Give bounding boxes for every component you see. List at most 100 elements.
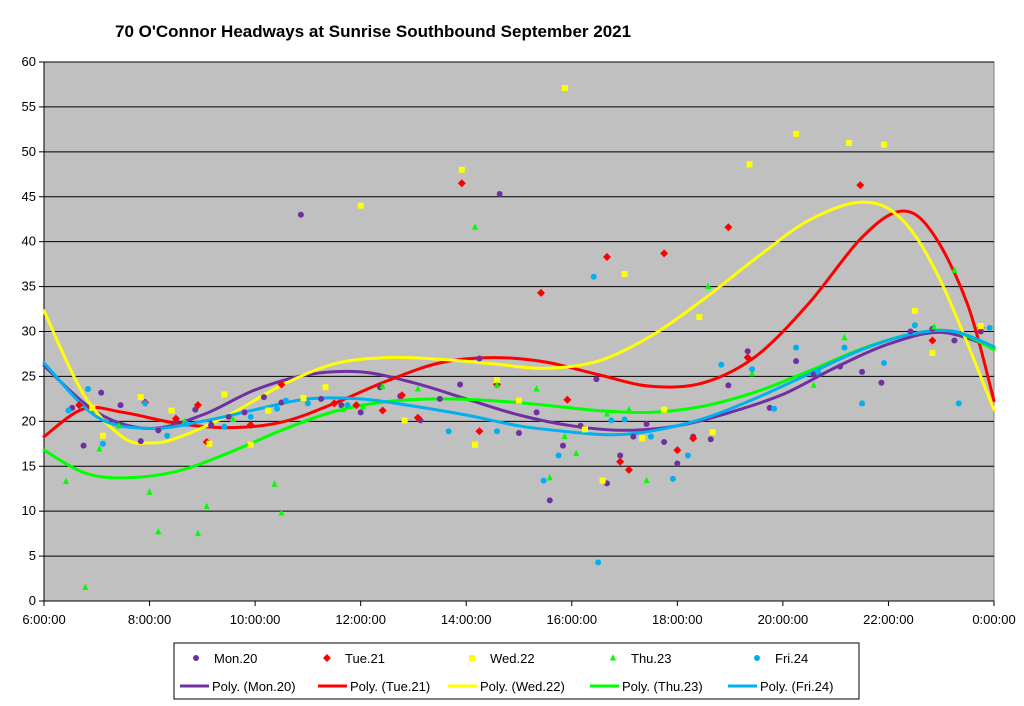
data-point-wed-22 [709,429,716,436]
data-point-tue-21 [536,288,545,297]
data-point-thu-23 [603,410,610,417]
y-tick-label: 45 [22,189,36,204]
legend-marker [754,655,760,661]
data-point-fri-24 [99,440,106,447]
data-point-wed-22 [472,441,479,448]
data-point-wed-22 [322,384,329,391]
data-point-wed-22 [300,394,307,401]
data-point-mon-20 [878,379,885,386]
y-tick-label: 60 [22,54,36,69]
data-point-fri-24 [65,407,72,414]
data-point-mon-20 [951,337,958,344]
data-point-fri-24 [84,385,91,392]
data-point-fri-24 [841,344,848,351]
data-point-thu-23 [230,415,237,423]
data-point-fri-24 [494,428,501,435]
axes: 0 5 10 15 20 25 30 35 40 45 50 55 60 6:00:00 8:00:00 10… [22,54,1016,627]
data-point-wed-22 [168,407,175,414]
data-point-wed-22 [696,314,703,321]
data-point-fri-24 [221,423,228,430]
data-point-mon-20 [674,460,681,467]
data-point-mon-20 [241,409,248,416]
data-point-mon-20 [810,371,817,378]
data-point-fri-24 [647,433,654,440]
legend-label: Thu.23 [631,651,671,666]
data-point-tue-21 [563,395,572,404]
data-point-wed-22 [881,141,888,148]
data-point-thu-23 [379,382,386,389]
data-point-thu-23 [494,381,501,388]
data-point-mon-20 [630,433,637,440]
data-point-mon-20 [80,442,87,449]
data-point-fri-24 [590,273,597,280]
data-point-mon-20 [192,406,199,413]
data-point-fri-24 [595,559,602,566]
trendline-poly-fri-24 [42,328,996,437]
data-point-mon-20 [793,358,800,365]
data-point-tue-21 [75,401,84,410]
data-point-fri-24 [608,417,615,424]
data-point-thu-23 [155,527,162,535]
data-point-thu-23 [194,529,201,537]
data-point-thu-23 [931,323,938,330]
data-point-fri-24 [771,405,778,412]
legend-marker [193,655,199,661]
data-point-mon-20 [457,381,464,388]
data-point-wed-22 [561,85,568,92]
data-point-tue-21 [246,420,255,429]
data-point-thu-23 [115,421,122,429]
data-point-thu-23 [625,405,632,413]
x-tick-label: 20:00:00 [758,612,809,627]
x-tick-label: 22:00:00 [863,612,914,627]
y-tick-label: 20 [22,413,36,428]
data-point-fri-24 [718,361,725,368]
legend-label: Fri.24 [775,651,808,666]
data-point-mon-20 [155,427,162,434]
data-point-fri-24 [274,405,281,412]
data-point-tue-21 [660,249,669,258]
chart-title: 70 O'Connor Headways at Sunrise Southbou… [115,22,631,41]
data-point-thu-23 [414,384,421,392]
data-point-wed-22 [516,397,522,404]
data-point-mon-20 [707,436,714,443]
y-tick-label: 40 [22,234,36,249]
data-point-thu-23 [810,381,817,388]
data-point-wed-22 [137,394,144,401]
data-point-wed-22 [639,435,646,442]
legend-label: Mon.20 [214,651,257,666]
legend-label: Tue.21 [345,651,385,666]
data-point-mon-20 [357,409,364,416]
data-point-fri-24 [247,413,254,420]
data-point-wed-22 [977,323,984,330]
data-point-fri-24 [304,400,311,407]
data-point-tue-21 [457,179,466,188]
y-tick-label: 35 [22,279,36,294]
data-point-mon-20 [725,382,732,389]
data-point-wed-22 [793,130,800,137]
data-point-thu-23 [749,369,756,377]
x-tick-label: 0:00:00 [972,612,1015,627]
data-point-thu-23 [96,445,103,452]
data-point-thu-23 [951,266,958,273]
x-tick-label: 12:00:00 [335,612,386,627]
data-point-mon-20 [546,497,553,504]
data-point-wed-22 [458,166,465,173]
legend-marker [323,654,331,662]
data-point-mon-20 [617,452,624,459]
data-point-mon-20 [593,376,600,383]
data-point-thu-23 [561,432,568,440]
data-point-thu-23 [146,488,153,495]
data-point-mon-20 [297,211,304,218]
data-point-mon-20 [476,355,483,362]
data-point-wed-22 [746,161,753,168]
x-tick-label: 14:00:00 [441,612,492,627]
data-point-mon-20 [117,402,124,409]
x-tick-label: 8:00:00 [128,612,171,627]
data-point-tue-21 [724,223,733,232]
data-point-wed-22 [357,202,364,209]
data-point-mon-20 [516,430,522,437]
data-point-mon-20 [859,368,866,375]
data-point-wed-22 [661,406,668,413]
data-point-tue-21 [928,336,937,345]
data-point-mon-20 [208,421,215,428]
